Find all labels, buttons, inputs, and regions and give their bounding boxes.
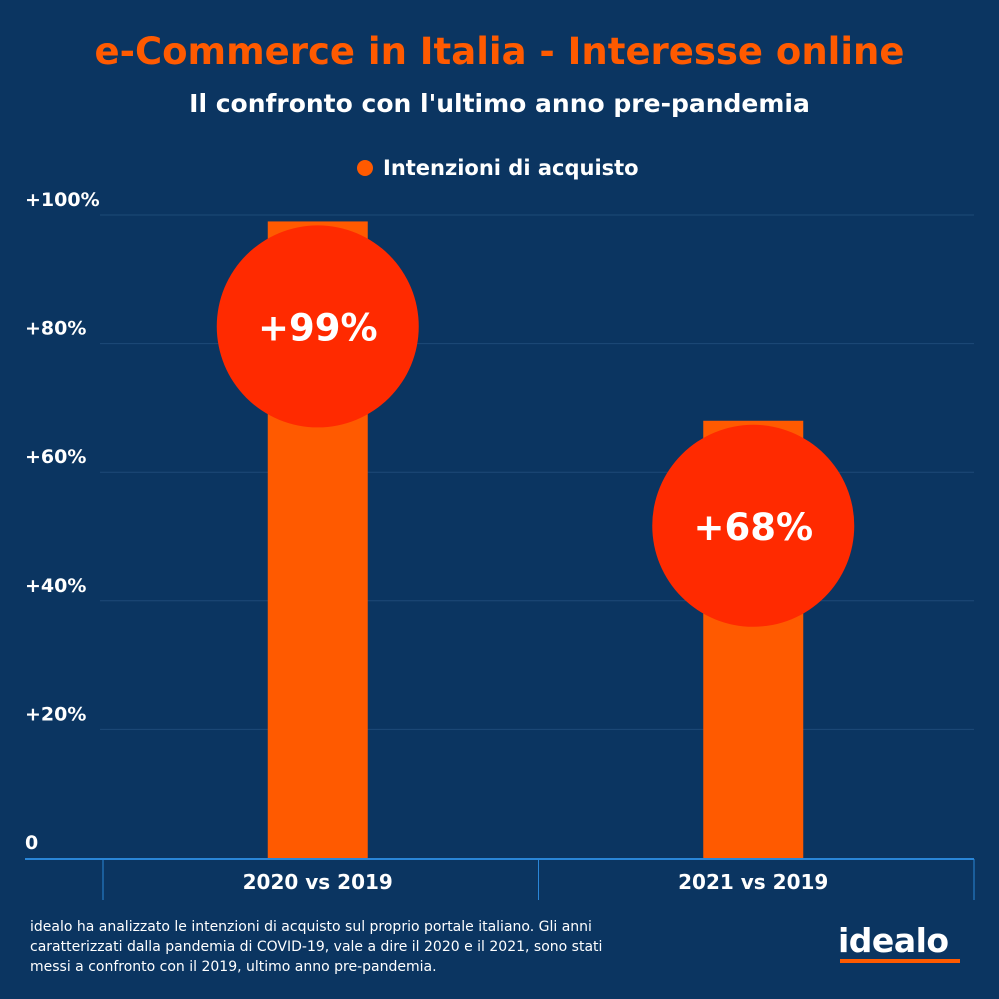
chart-subtitle: Il confronto con l'ultimo anno pre-pande… (189, 89, 810, 118)
bar-chart: 0 +20% +40% +60% +80% +100% +99% 2020 vs 2019 +6… (25, 189, 975, 900)
y-tick-label: 0 (25, 832, 38, 854)
logo-underline (840, 959, 960, 963)
footnote: idealo ha analizzato le intenzioni di ac… (30, 919, 603, 975)
idealo-logo: idealo (838, 921, 949, 960)
x-tick-label: 2021 vs 2019 (678, 870, 828, 894)
legend: Intenzioni di acquisto (357, 153, 639, 183)
y-tick-label: +80% (25, 318, 86, 340)
data-label: +99% (258, 306, 378, 349)
legend-label: Intenzioni di acquisto (383, 156, 639, 180)
data-label-circle (216, 225, 419, 428)
legend-marker-icon (357, 160, 373, 176)
y-tick-label: +100% (25, 189, 100, 211)
x-tick-label: 2020 vs 2019 (243, 870, 393, 894)
y-tick-label: +20% (25, 703, 86, 725)
data-label: +68% (693, 506, 813, 549)
data-label-circle (652, 424, 855, 627)
y-tick-label: +60% (25, 446, 86, 468)
y-tick-label: +40% (25, 575, 86, 597)
chart-title: e-Commerce in Italia - Interesse online (94, 30, 905, 73)
